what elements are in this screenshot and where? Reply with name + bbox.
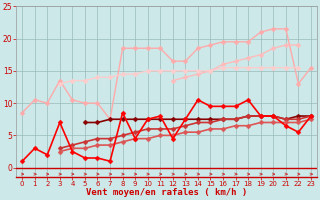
X-axis label: Vent moyen/en rafales ( km/h ): Vent moyen/en rafales ( km/h ): [86, 188, 247, 197]
